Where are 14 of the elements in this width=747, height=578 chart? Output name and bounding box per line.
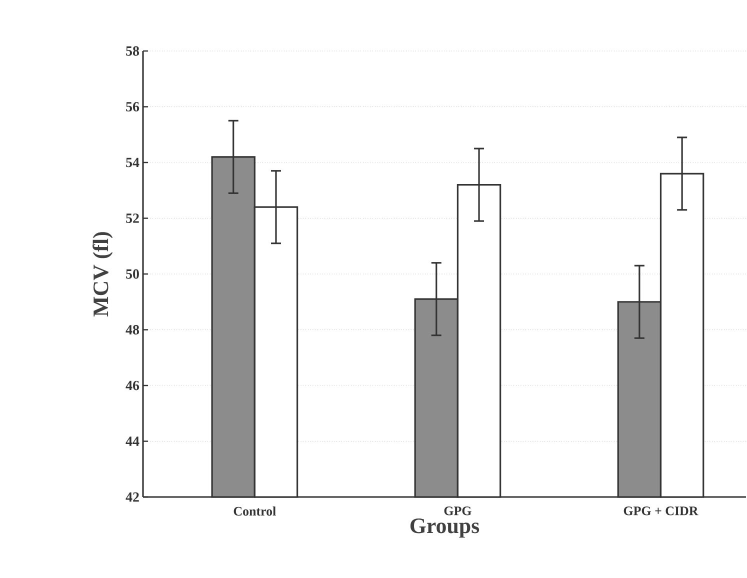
x-tick-label: GPG (444, 506, 472, 516)
y-tick-label: 42 (126, 492, 139, 502)
y-tick-label: 58 (126, 46, 140, 56)
y-tick-label: 50 (126, 269, 139, 279)
x-axis-title: Groups (410, 518, 480, 538)
y-tick-label: 44 (126, 436, 140, 446)
x-tick-label: Control (234, 506, 276, 516)
y-tick-label: 54 (126, 158, 140, 168)
x-tick-label: GPG + CIDR (624, 506, 698, 516)
y-tick-label: 46 (126, 380, 140, 390)
y-tick-label: 48 (126, 325, 140, 334)
y-tick-label: 52 (126, 214, 139, 223)
y-axis-title: MCV (fl) (92, 232, 113, 317)
y-tick-label: 56 (126, 102, 140, 112)
